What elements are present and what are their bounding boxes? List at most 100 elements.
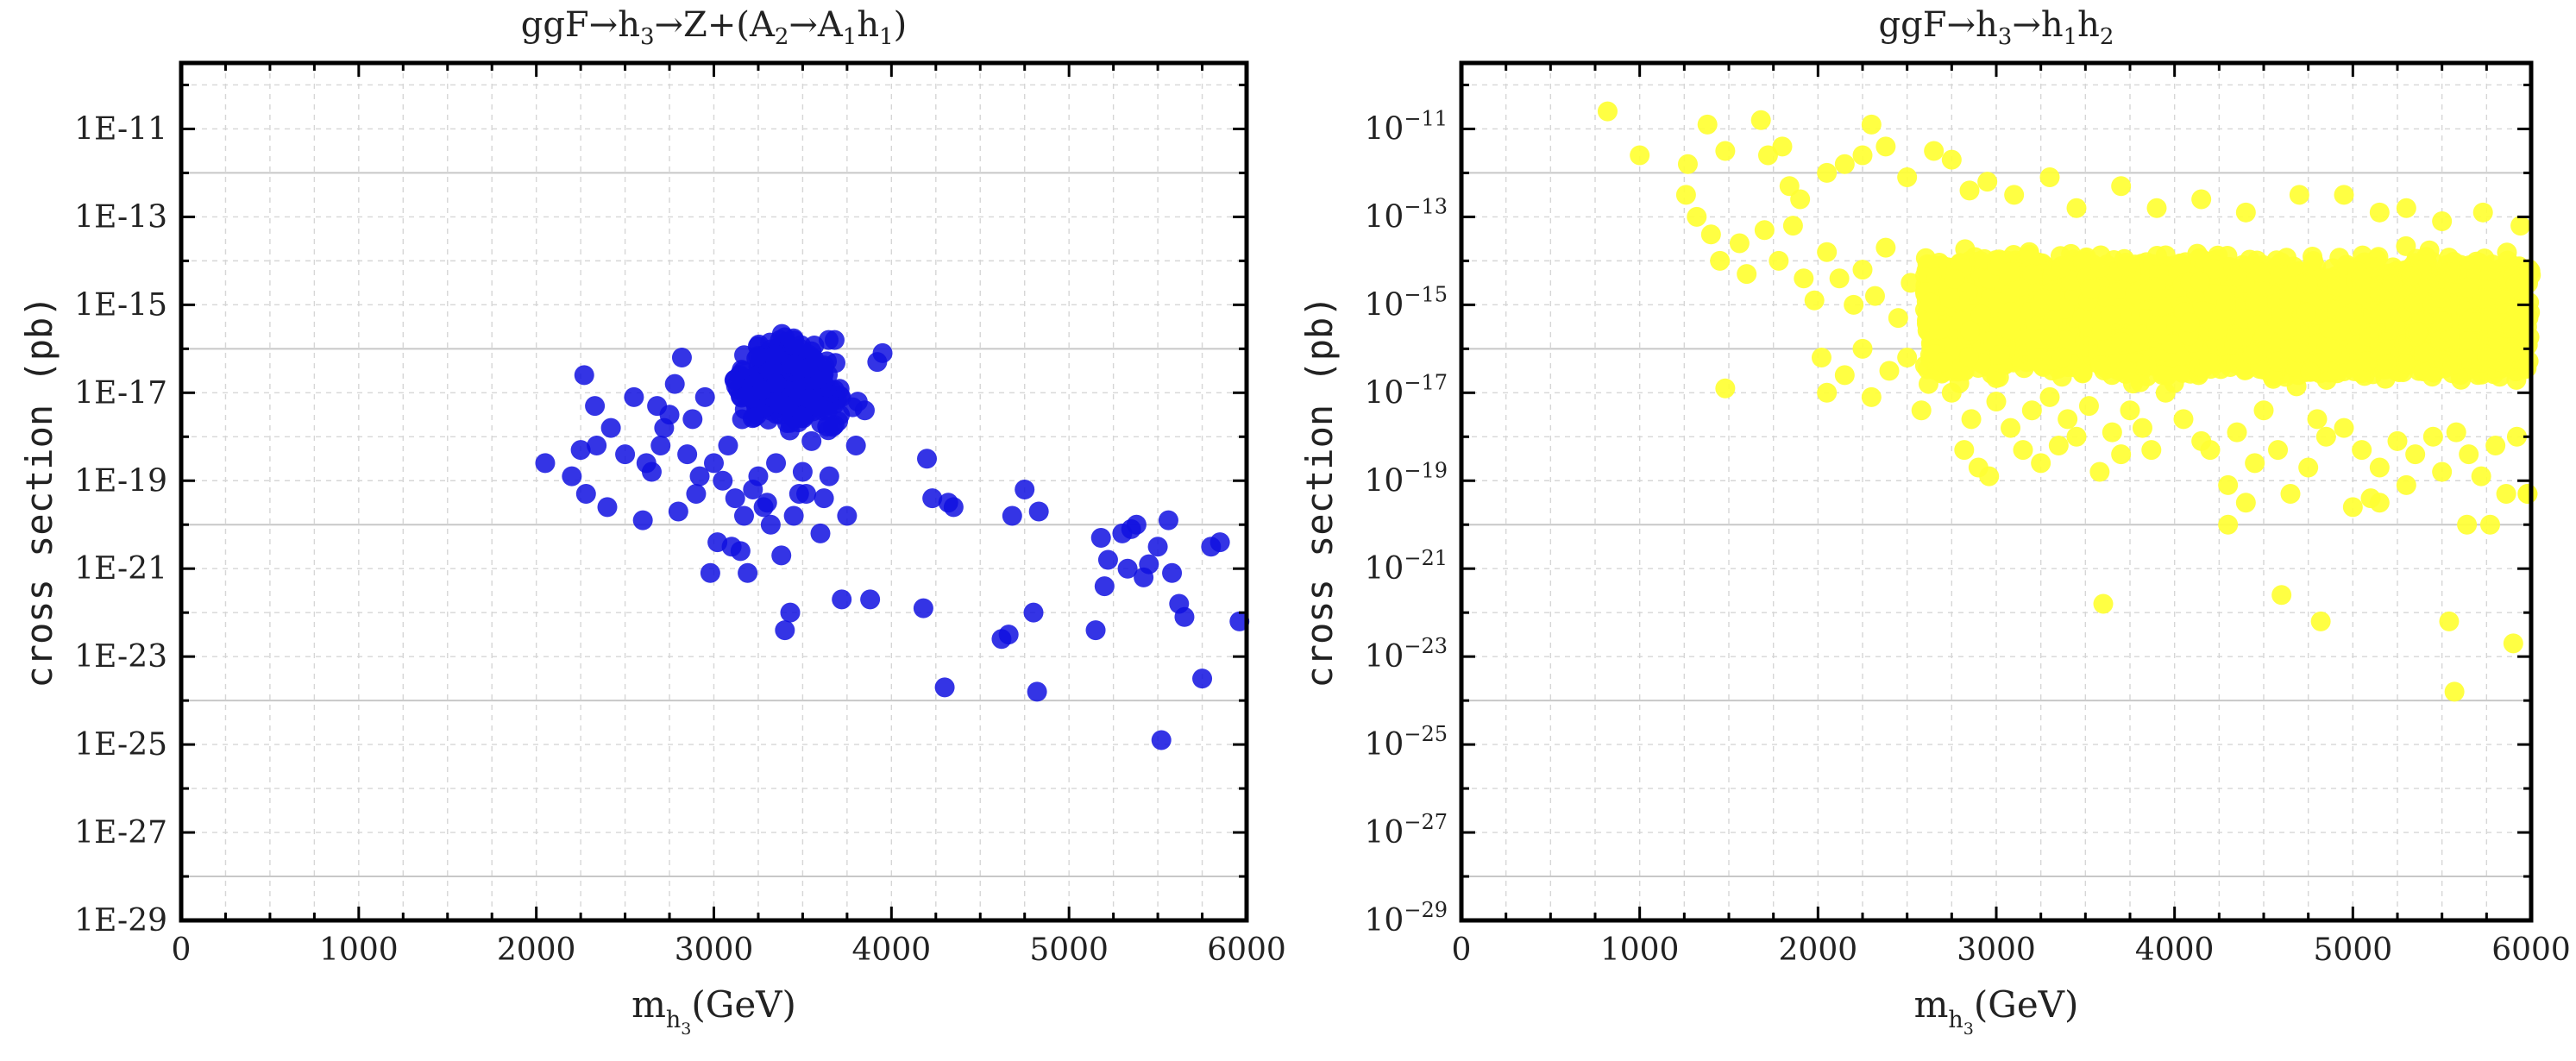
data-point-cluster <box>748 346 769 367</box>
y-tick-label: 1E-25 <box>74 727 167 763</box>
data-point-band <box>2132 324 2152 345</box>
y-tick-exponent: −23 <box>1404 634 1448 658</box>
scatter-panel-right: 0 1000 2000 3000 4000 5000 600010−1110−1310−15… <box>1298 5 2571 1039</box>
data-point <box>2472 202 2493 223</box>
data-point <box>1737 264 1757 285</box>
x-tick-label: 2000 <box>1779 932 1858 968</box>
data-point-band <box>2161 333 2182 354</box>
xlabel-main: m <box>1914 983 1949 1026</box>
data-point-band <box>2080 279 2101 299</box>
y-tick-label: 1E-13 <box>74 199 167 235</box>
data-point <box>2405 444 2426 465</box>
title-segment: ggF→h <box>521 5 640 45</box>
data-point <box>2102 422 2122 443</box>
data-point-band <box>1945 269 1965 290</box>
data-point <box>943 497 964 518</box>
data-point-band <box>2146 316 2167 336</box>
x-tick-label: 6000 <box>2491 932 2571 968</box>
data-point-band <box>2136 355 2157 376</box>
y-tick-base: 10 <box>1365 199 1404 235</box>
data-point <box>1710 250 1731 271</box>
data-points <box>535 323 1250 750</box>
title-segment: →Z+(A <box>655 5 776 45</box>
data-point <box>1924 141 1945 161</box>
title-subscript: 2 <box>2100 24 2114 50</box>
y-tick-base: 10 <box>1365 815 1404 851</box>
y-tick-label: 10−19 <box>1365 458 1448 499</box>
data-point <box>1918 374 1938 394</box>
title-segment: →A <box>789 5 844 45</box>
data-point <box>2218 514 2239 535</box>
data-point-band <box>2382 274 2403 295</box>
data-point-cluster <box>799 388 820 409</box>
data-point <box>535 453 556 474</box>
data-point-band <box>2245 292 2265 312</box>
data-point-band <box>2254 324 2275 345</box>
data-point <box>574 365 594 386</box>
data-point <box>2479 514 2500 535</box>
data-point-band <box>2192 301 2213 322</box>
data-point-band <box>2216 292 2237 312</box>
y-tick-label: 10−23 <box>1365 634 1448 675</box>
data-point <box>1151 730 1172 750</box>
data-point <box>832 589 852 610</box>
data-point-band <box>2117 256 2138 277</box>
data-point-band <box>2148 262 2169 283</box>
data-point-band <box>2308 289 2328 310</box>
data-point-band <box>2351 267 2372 287</box>
y-tick-label: 1E-29 <box>74 903 167 939</box>
x-tick-label: 1000 <box>1600 932 1680 968</box>
data-point-band <box>1929 319 1950 340</box>
data-point-band <box>2051 347 2072 367</box>
data-point-band <box>2300 361 2321 382</box>
data-point <box>713 470 733 491</box>
x-axis-label: mh3(GeV) <box>1914 983 2079 1039</box>
data-point <box>1977 172 1998 192</box>
data-point-band <box>2227 267 2247 287</box>
data-point-band <box>2480 261 2501 281</box>
data-point-band <box>2457 331 2478 352</box>
data-point-band <box>1958 347 1979 367</box>
data-point-band <box>2271 304 2292 325</box>
data-point <box>2506 426 2527 447</box>
data-point <box>1834 365 1855 386</box>
data-point <box>2048 435 2069 455</box>
data-point <box>1158 510 1178 530</box>
data-point <box>792 461 813 482</box>
data-point <box>2001 417 2021 438</box>
data-point <box>1811 348 1831 368</box>
data-point-band <box>2458 277 2479 298</box>
data-points <box>1597 101 2541 702</box>
data-point <box>1911 400 1932 421</box>
data-point <box>641 461 662 482</box>
data-point-band <box>2371 304 2391 324</box>
data-point <box>748 466 769 487</box>
data-point-band <box>2501 316 2522 336</box>
data-point-band <box>2116 361 2137 381</box>
data-point <box>597 497 618 518</box>
data-point <box>2039 386 2060 407</box>
data-point <box>2485 435 2506 455</box>
data-point <box>2446 422 2466 443</box>
data-point <box>1861 386 1882 407</box>
data-point <box>659 405 680 425</box>
data-point-band <box>2001 261 2021 282</box>
data-point <box>689 466 710 487</box>
data-point-band <box>2296 303 2317 323</box>
data-point <box>2342 497 2363 518</box>
data-point <box>1941 382 1962 403</box>
data-point-cluster <box>817 416 838 436</box>
data-point <box>1097 549 1118 570</box>
data-point-band <box>2146 246 2167 267</box>
data-point <box>1772 136 1793 157</box>
data-point-band <box>2203 259 2224 279</box>
data-point <box>998 625 1019 645</box>
data-point-band <box>2432 311 2453 332</box>
data-point-band <box>2396 353 2416 374</box>
data-point <box>1117 558 1138 579</box>
data-point <box>615 444 636 465</box>
data-point-cluster <box>789 359 810 380</box>
data-point <box>760 514 781 535</box>
data-point <box>733 505 754 526</box>
data-point <box>1794 268 1814 289</box>
